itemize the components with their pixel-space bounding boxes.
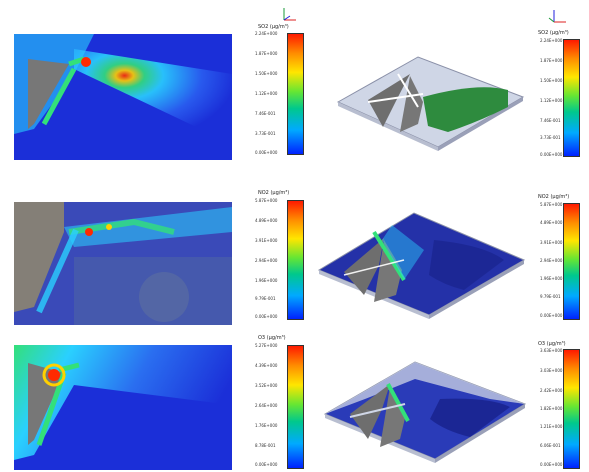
legend-tick: 1.87E+000 <box>255 51 278 56</box>
legend-tick: 0.00E+000 <box>255 314 278 319</box>
legend-tick: 1.96E+000 <box>255 278 278 283</box>
legend-tick: 2.42E+000 <box>540 388 563 393</box>
legend-tick: 3.73E-001 <box>540 135 561 140</box>
legend-tick: 1.87E+000 <box>540 58 563 63</box>
axes-icon <box>548 10 566 23</box>
so2-3d-terrain <box>336 56 525 151</box>
legend-tick: 0.00E+000 <box>540 462 563 467</box>
legend-tick: 4.89E+000 <box>540 220 563 225</box>
o3-colorbar-left <box>287 345 304 469</box>
legend-tick: 3.91E+000 <box>540 240 563 245</box>
axes-icon <box>283 8 296 21</box>
legend-tick: 1.50E+000 <box>540 78 563 83</box>
legend-tick: 4.89E+000 <box>255 218 278 223</box>
legend-tick: 5.87E+000 <box>255 198 278 203</box>
no2-3d-terrain <box>317 212 526 319</box>
row-no2: NO2 (µg/m³) 5.87E+000 4.89E+000 3.91E+00… <box>0 190 589 325</box>
so2-plan-map-graphic <box>14 34 232 160</box>
legend-tick: 3.63E+000 <box>540 348 563 353</box>
so2-colorbar-right <box>563 39 580 157</box>
legend-tick: 1.12E+000 <box>255 91 278 96</box>
legend-tick: 5.27E+000 <box>255 343 278 348</box>
legend-tick: 1.50E+000 <box>255 71 278 76</box>
legend-tick: 8.78E-001 <box>255 443 276 448</box>
no2-colorbar-left <box>287 200 304 320</box>
o3-plan-map <box>14 345 232 470</box>
legend-tick: 7.46E-001 <box>255 111 276 116</box>
so2-colorbar-left <box>287 33 304 155</box>
row-so2: SO2 (µg/m³) 2.24E+000 1.87E+000 1.50E+00… <box>0 0 589 160</box>
o3-legend-right-title: O3 (µg/m³) <box>538 341 566 347</box>
legend-tick: 2.94E+000 <box>540 258 563 263</box>
legend-tick: 0.00E+000 <box>540 313 563 318</box>
so2-legend-left-title: SO2 (µg/m³) <box>258 24 289 30</box>
legend-tick: 6.06E-001 <box>540 443 561 448</box>
legend-tick: 7.46E-001 <box>540 118 561 123</box>
legend-tick: 1.21E+000 <box>540 424 563 429</box>
legend-tick: 0.00E+000 <box>540 152 563 157</box>
so2-plan-map <box>14 34 232 160</box>
legend-tick: 1.12E+000 <box>540 98 563 103</box>
legend-tick: 3.52E+000 <box>255 383 278 388</box>
no2-colorbar-right <box>563 203 580 320</box>
legend-tick: 5.87E+000 <box>540 202 563 207</box>
legend-tick: 3.03E+000 <box>540 368 563 373</box>
legend-tick: 2.24E+000 <box>540 38 563 43</box>
legend-tick: 3.91E+000 <box>255 238 278 243</box>
legend-tick: 1.76E+000 <box>255 423 278 428</box>
legend-tick: 3.73E-001 <box>255 131 276 136</box>
o3-3d-terrain <box>323 361 527 463</box>
legend-tick: 0.00E+000 <box>255 462 278 467</box>
no2-plan-map <box>14 202 232 325</box>
legend-tick: 9.79E-001 <box>540 294 561 299</box>
legend-tick: 0.00E+000 <box>255 150 278 155</box>
legend-tick: 2.94E+000 <box>255 258 278 263</box>
legend-tick: 2.24E+000 <box>255 31 278 36</box>
so2-legend-right-title: SO2 (µg/m³) <box>538 30 569 36</box>
legend-tick: 1.96E+000 <box>540 276 563 281</box>
row-o3: O3 (µg/m³) 5.27E+000 4.39E+000 3.52E+000… <box>0 335 589 472</box>
o3-plan-map-graphic <box>14 345 232 470</box>
legend-tick: 9.79E-001 <box>255 296 276 301</box>
legend-tick: 4.39E+000 <box>255 363 278 368</box>
no2-legend-left-title: NO2 (µg/m³) <box>258 190 290 196</box>
no2-legend-right-title: NO2 (µg/m³) <box>538 194 570 200</box>
legend-tick: 1.82E+000 <box>540 406 563 411</box>
o3-colorbar-right <box>563 349 580 469</box>
o3-legend-left-title: O3 (µg/m³) <box>258 335 286 341</box>
legend-tick: 2.64E+000 <box>255 403 278 408</box>
no2-plan-map-graphic <box>14 202 232 325</box>
